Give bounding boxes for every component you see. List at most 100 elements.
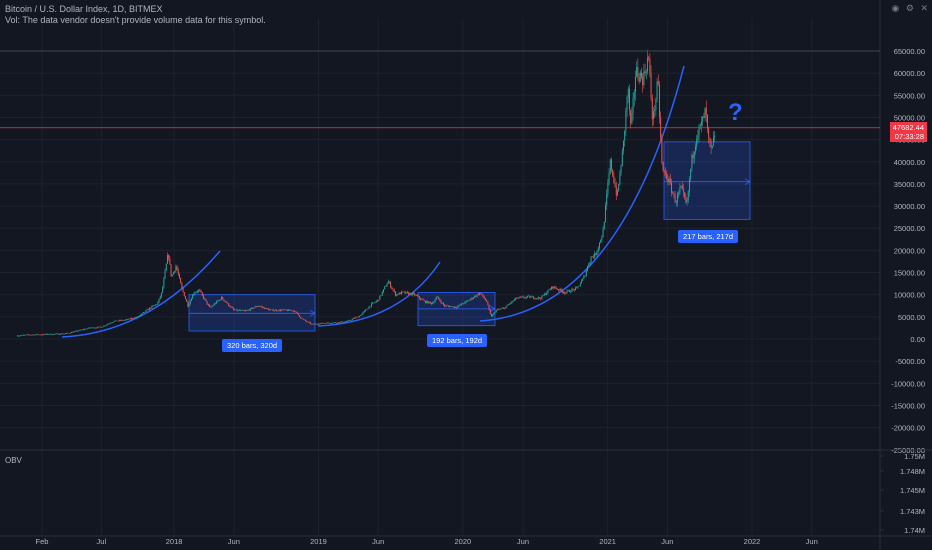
candle-body: [297, 313, 299, 316]
candle-body: [344, 321, 346, 323]
candle-body: [337, 322, 339, 324]
candle-body: [378, 300, 380, 301]
candle-body: [620, 166, 622, 173]
candle-body: [26, 334, 28, 336]
candle-body: [160, 292, 162, 297]
candle-body: [271, 309, 273, 311]
candle-body: [670, 182, 672, 193]
candle-body: [345, 321, 347, 322]
candle-body: [572, 289, 574, 290]
candle-body: [414, 293, 416, 296]
y-tick-label: 20000.00: [894, 246, 925, 255]
candle-body: [52, 333, 54, 335]
candle-body: [130, 318, 132, 319]
candle-body: [487, 301, 489, 306]
candle-body: [648, 57, 650, 59]
candle-body: [208, 305, 210, 307]
candle-body: [610, 159, 612, 170]
candle-body: [484, 298, 486, 301]
candle-body: [362, 312, 364, 314]
candle-body: [158, 298, 160, 303]
candle-body: [284, 309, 286, 311]
range-label-2[interactable]: 192 bars, 192d: [427, 334, 488, 347]
obv-tick-label: 1.75M: [904, 452, 925, 461]
candle-body: [418, 296, 420, 299]
eye-icon[interactable]: ◉: [891, 3, 900, 13]
candle-body: [28, 334, 30, 336]
candle-body: [182, 288, 184, 292]
candle-body: [259, 306, 261, 307]
curves[interactable]: [61, 65, 685, 338]
candle-body: [110, 322, 112, 324]
candle-body: [106, 324, 108, 325]
candle-body: [24, 334, 26, 336]
fitted-curve[interactable]: [317, 261, 441, 327]
candle-body: [190, 299, 192, 301]
candle-body: [248, 309, 250, 311]
candle-body: [633, 91, 635, 99]
candle-body: [501, 308, 503, 309]
candle-body: [356, 316, 358, 318]
candle-body: [700, 121, 702, 125]
candle-body: [559, 288, 561, 291]
candle-body: [661, 138, 663, 163]
candle-body: [121, 320, 123, 321]
candle-body: [384, 286, 386, 290]
close-icon[interactable]: ✕: [920, 3, 928, 13]
candle-body: [265, 308, 267, 309]
gear-icon[interactable]: ⚙: [905, 3, 914, 13]
candle-body: [549, 289, 551, 290]
candle-body: [589, 261, 591, 265]
candle-body: [302, 318, 304, 320]
candle-body: [343, 322, 345, 323]
range-label-3[interactable]: 217 bars, 217d: [678, 230, 739, 243]
fitted-curve[interactable]: [61, 250, 221, 338]
candle-body: [387, 281, 389, 284]
candle-body: [72, 332, 74, 333]
candle-body: [270, 309, 272, 311]
candle-body: [31, 334, 33, 336]
candle-body: [430, 302, 432, 305]
candle-body: [322, 323, 324, 324]
candle-body: [253, 307, 255, 309]
candle-body: [256, 306, 258, 307]
fitted-curve[interactable]: [479, 65, 685, 322]
candle-body: [381, 291, 383, 296]
candle-body: [174, 270, 176, 273]
candle-body: [500, 308, 502, 310]
question-mark-annotation[interactable]: ?: [728, 99, 743, 126]
obv-tick-label: 1.743M: [900, 507, 925, 516]
candle-body: [391, 287, 393, 289]
range-boxes[interactable]: [188, 141, 751, 332]
candle-body: [73, 331, 75, 333]
candle-body: [644, 71, 646, 74]
candle-body: [460, 303, 462, 305]
candle-body: [459, 304, 461, 306]
candle-body: [554, 286, 556, 288]
candle-body: [710, 141, 712, 148]
last-price-tag: 47682.44 07:33:28: [889, 122, 927, 142]
candle-body: [666, 173, 668, 179]
candle-body: [396, 294, 398, 296]
x-tick-label: 2021: [599, 537, 616, 546]
candle-body: [242, 310, 244, 311]
candle-body: [565, 292, 567, 294]
candle-body: [357, 316, 359, 318]
candle-body: [435, 297, 437, 300]
candle-body: [450, 306, 452, 308]
candle-body: [321, 322, 323, 324]
candle-body: [226, 302, 228, 304]
candle-body: [43, 334, 45, 335]
last-price-value: 47682.44: [892, 123, 924, 132]
candle-body: [103, 325, 105, 327]
candle-body: [176, 266, 178, 270]
range-box-1[interactable]: [188, 294, 316, 332]
candle-body: [621, 150, 623, 167]
candle-body: [403, 291, 405, 293]
range-box-3[interactable]: [663, 141, 751, 220]
candle-body: [36, 334, 38, 335]
candle-body: [228, 303, 230, 306]
candle-body: [194, 292, 196, 294]
range-label-1[interactable]: 320 bars, 320d: [222, 339, 283, 352]
